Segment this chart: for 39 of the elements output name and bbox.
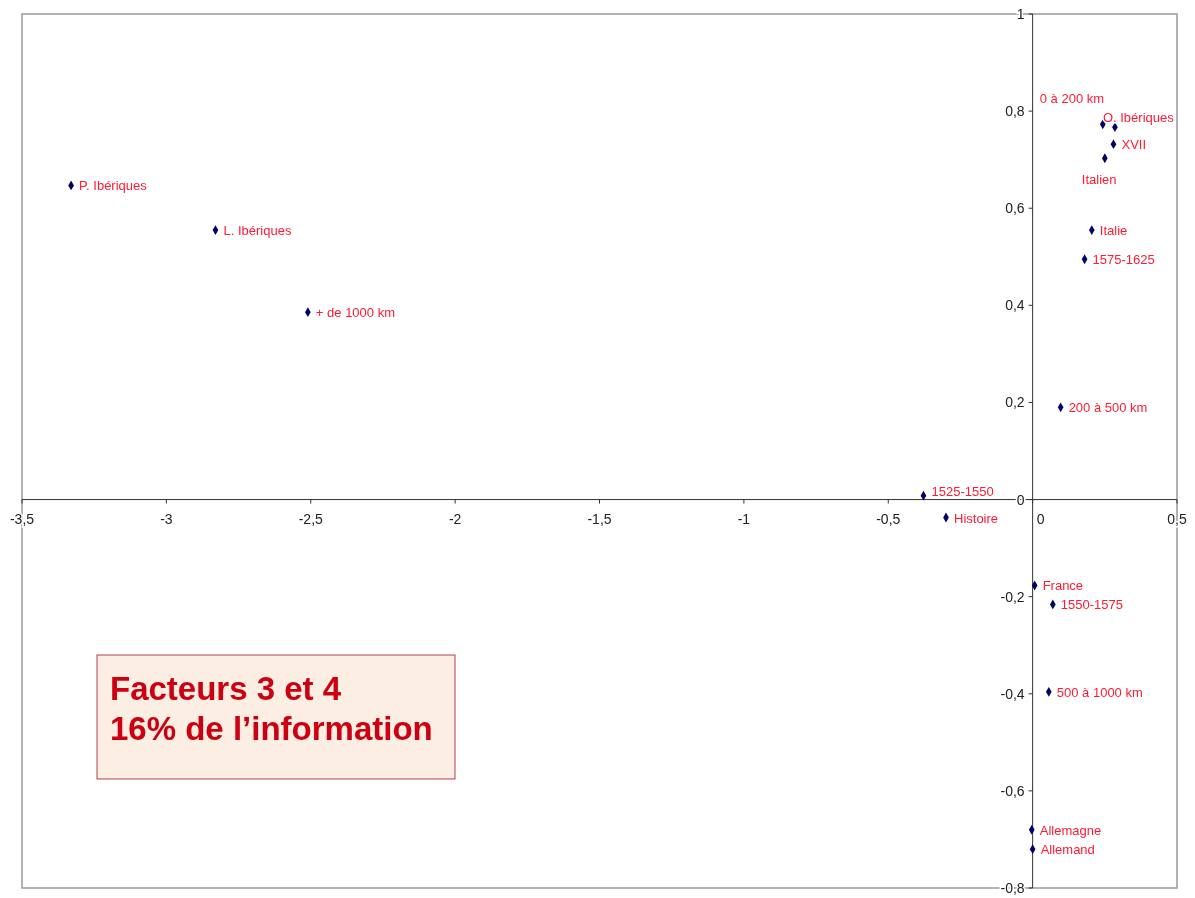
- y-tick-label: -0,8: [1000, 880, 1025, 896]
- x-tick-label: 0: [1036, 510, 1045, 527]
- x-tick-label: -2: [448, 510, 462, 527]
- x-tick-label: -2,5: [298, 510, 324, 527]
- annotation: 16% de l’information: [110, 710, 433, 747]
- y-tick-label: -0,6: [1000, 782, 1025, 799]
- annotation: 1525-1550: [931, 483, 994, 499]
- annotation: P. Ibériques: [79, 178, 148, 194]
- annotation: XVII: [1121, 137, 1147, 153]
- y-tick-label: 1: [1016, 6, 1025, 22]
- annotation: 1550-1575: [1060, 597, 1124, 613]
- annotation: 500 à 1000 km: [1056, 684, 1143, 700]
- annotation: 0 à 200 km: [1039, 91, 1105, 107]
- y-tick-label: 0,4: [1005, 297, 1025, 314]
- x-tick-label: -3: [160, 510, 173, 527]
- annotation: 1575-1625: [1092, 252, 1155, 268]
- y-tick-label: -0,2: [1000, 588, 1025, 605]
- x-tick-label: 0,5: [1167, 510, 1187, 527]
- annotation: Histoire: [954, 510, 999, 526]
- annotation: O. Ibériques: [1102, 110, 1175, 126]
- annotation: + de 1000 km: [315, 305, 395, 321]
- point: [1088, 225, 1095, 235]
- annotation: 200 à 500 km: [1068, 400, 1148, 416]
- x-tick-label: -0,5: [876, 510, 901, 527]
- annotation: Facteurs 3 et 4: [110, 670, 342, 707]
- annotation: Allemagne: [1039, 822, 1102, 838]
- y-tick-label: 0,6: [1005, 200, 1025, 217]
- x-tick-label: -1,5: [587, 510, 612, 527]
- x-tick-label: -1: [737, 510, 751, 527]
- annotation: France: [1042, 578, 1084, 594]
- point: [212, 225, 219, 235]
- annotation: Italie: [1099, 223, 1128, 239]
- annotation: Italien: [1081, 172, 1117, 188]
- y-tick-label: 0,2: [1005, 394, 1025, 411]
- y-tick-label: 0,8: [1005, 103, 1025, 120]
- annotation: L. Ibériques: [223, 223, 292, 239]
- annotation: Allemand: [1040, 842, 1095, 858]
- y-tick-label: -0,4: [1000, 685, 1025, 702]
- x-tick-label: -3,5: [9, 510, 35, 527]
